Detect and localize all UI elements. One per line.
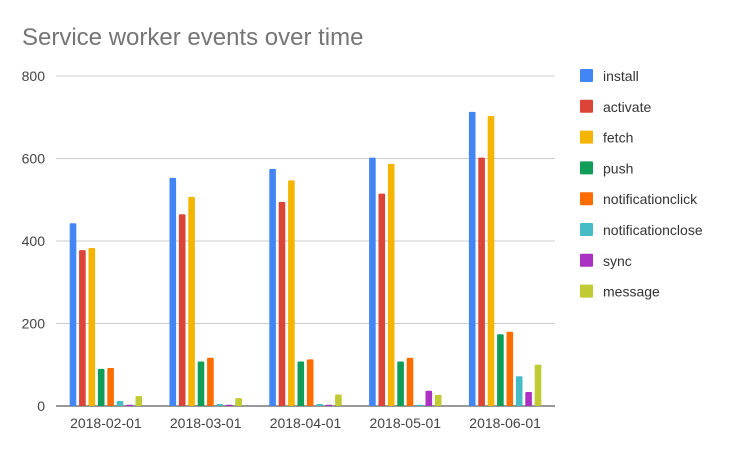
bar-sync-2018-05-01 <box>425 390 433 406</box>
chart-title: Service worker events over time <box>22 24 364 51</box>
legend-swatch-message <box>580 284 593 298</box>
x-tick-label: 2018-03-01 <box>170 415 242 431</box>
bars <box>69 111 542 406</box>
bar-push-2018-02-01 <box>97 368 105 406</box>
bar-notificationclose-2018-02-01 <box>116 401 124 406</box>
bar-push-2018-06-01 <box>497 334 504 406</box>
y-tick-label: 600 <box>22 151 46 167</box>
bar-sync-2018-04-01 <box>325 404 333 406</box>
legend-swatch-notificationclose <box>580 223 593 236</box>
x-tick-label: 2018-05-01 <box>369 415 441 431</box>
bar-install-2018-06-01 <box>468 111 476 406</box>
bar-activate-2018-02-01 <box>79 250 86 406</box>
legend-swatch-push <box>580 161 593 175</box>
bar-activate-2018-05-01 <box>378 193 386 406</box>
bar-notificationclose-2018-04-01 <box>316 403 323 406</box>
bar-fetch-2018-04-01 <box>288 180 295 406</box>
legend-label-message: message <box>603 284 660 300</box>
legend-label-notificationclick: notificationclick <box>603 191 698 207</box>
bar-fetch-2018-02-01 <box>88 248 96 406</box>
bar-message-2018-05-01 <box>434 394 442 406</box>
bar-message-2018-06-01 <box>534 364 542 406</box>
bar-notificationclose-2018-03-01 <box>216 403 224 406</box>
x-tick-label: 2018-04-01 <box>270 415 342 431</box>
bar-notificationclick-2018-04-01 <box>306 359 314 406</box>
bar-notificationclose-2018-05-01 <box>416 404 423 406</box>
bar-push-2018-03-01 <box>197 361 205 406</box>
y-tick-label: 0 <box>37 398 45 414</box>
bar-notificationclick-2018-03-01 <box>207 357 214 406</box>
legend-swatch-activate <box>580 99 593 113</box>
x-axis-tick-labels: 2018-02-01 2018-03-01 2018-04-01 2018-05-01… <box>70 415 541 431</box>
bar-push-2018-04-01 <box>297 361 305 406</box>
bar-sync-2018-02-01 <box>126 404 133 406</box>
bar-install-2018-02-01 <box>69 223 77 406</box>
legend-swatch-fetch <box>580 130 593 144</box>
bar-message-2018-03-01 <box>235 398 242 406</box>
bar-fetch-2018-06-01 <box>487 116 495 406</box>
bar-fetch-2018-05-01 <box>387 163 395 406</box>
legend-label-install: install <box>603 68 639 84</box>
legend-swatch-sync <box>580 253 593 267</box>
bar-sync-2018-03-01 <box>225 404 233 406</box>
bar-push-2018-05-01 <box>397 361 404 406</box>
bar-fetch-2018-03-01 <box>188 196 195 406</box>
y-tick-label: 200 <box>22 316 46 332</box>
y-tick-label: 400 <box>22 233 46 249</box>
y-tick-label: 800 <box>22 68 46 84</box>
x-tick-label: 2018-02-01 <box>70 415 142 431</box>
y-axis-tick-labels: 0 200 400 600 800 <box>22 68 46 414</box>
bar-sync-2018-06-01 <box>525 391 532 406</box>
legend-label-activate: activate <box>603 99 651 115</box>
legend-label-notificationclose: notificationclose <box>603 222 703 238</box>
bar-install-2018-03-01 <box>169 177 177 406</box>
bar-notificationclick-2018-05-01 <box>406 357 414 406</box>
bar-notificationclick-2018-06-01 <box>506 331 514 406</box>
bar-activate-2018-03-01 <box>178 214 186 406</box>
bar-notificationclose-2018-06-01 <box>515 376 523 406</box>
bar-install-2018-04-01 <box>269 168 276 406</box>
legend-label-push: push <box>603 160 633 176</box>
bar-activate-2018-04-01 <box>278 201 286 406</box>
legend-swatch-install <box>580 69 593 82</box>
bar-notificationclick-2018-02-01 <box>107 368 114 406</box>
bar-install-2018-05-01 <box>369 157 376 406</box>
bar-activate-2018-06-01 <box>478 157 485 406</box>
legend: install activate fetch push notificationclic… <box>580 68 703 300</box>
bar-message-2018-04-01 <box>335 394 342 406</box>
legend-label-sync: sync <box>603 253 632 269</box>
x-tick-label: 2018-06-01 <box>469 415 541 431</box>
legend-swatch-notificationclick <box>580 192 593 206</box>
bar-message-2018-02-01 <box>135 396 143 406</box>
legend-label-fetch: fetch <box>603 130 633 146</box>
